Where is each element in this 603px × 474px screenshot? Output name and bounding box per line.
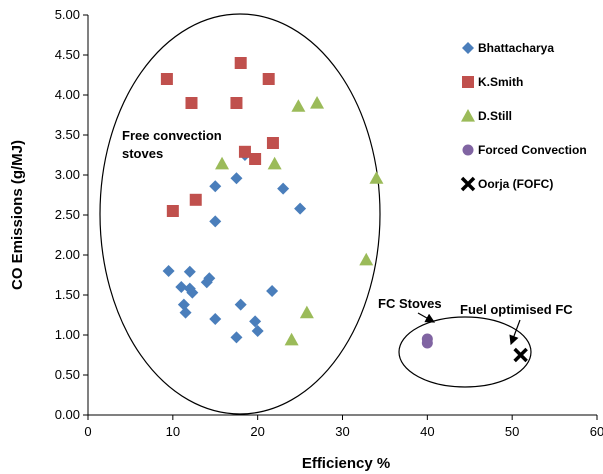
legend-marker-d-still	[461, 109, 475, 122]
data-point-k-smith	[238, 145, 251, 158]
annotation-free-convection-line1: Free convection	[122, 128, 222, 143]
data-point-bhattacharya	[234, 298, 247, 311]
x-tick-label: 10	[166, 424, 180, 439]
data-point-bhattacharya	[183, 265, 196, 278]
data-point-k-smith	[234, 57, 247, 69]
data-point-bhattacharya	[162, 265, 175, 277]
data-point-bhattacharya	[251, 325, 264, 337]
x-tick-label: 30	[335, 424, 349, 439]
x-tick-label: 60	[590, 424, 603, 439]
data-point-k-smith	[249, 153, 262, 165]
data-point-bhattacharya	[177, 298, 190, 311]
data-point-bhattacharya	[179, 306, 192, 319]
legend-marker-bhattacharya	[462, 42, 474, 54]
data-points	[160, 57, 528, 363]
data-point-bhattacharya	[277, 182, 290, 195]
fc-stoves-ellipse	[398, 316, 532, 388]
y-tick-label: 1.00	[55, 327, 80, 342]
data-point-bhattacharya	[230, 331, 243, 344]
legend-label-bhattacharya: Bhattacharya	[478, 41, 554, 55]
data-point-d-still	[291, 99, 306, 112]
data-point-k-smith	[266, 137, 279, 149]
x-tick-label: 0	[84, 424, 91, 439]
x-axis-title: Efficiency %	[302, 455, 390, 472]
legend-marker-oorja-fofc	[460, 176, 476, 192]
legend-marker-forced-convection	[462, 144, 474, 156]
data-point-d-still	[310, 96, 325, 109]
data-point-bhattacharya	[266, 285, 279, 297]
annotation-fuel-optimised: Fuel optimised FC	[460, 302, 573, 317]
data-point-bhattacharya	[209, 313, 222, 325]
free-convection-ellipse	[99, 13, 381, 415]
data-point-forced-convection	[421, 337, 433, 349]
legend-label-k-smith: K.Smith	[478, 75, 523, 89]
y-tick-label: 0.50	[55, 367, 80, 382]
y-tick-label: 3.50	[55, 127, 80, 142]
fc-stoves-arrow	[417, 312, 436, 323]
annotation-free-convection-line2: stoves	[122, 146, 163, 161]
data-point-d-still	[267, 156, 282, 170]
fuel-optimised-arrow	[509, 319, 521, 346]
y-tick-label: 2.00	[55, 247, 80, 262]
data-point-bhattacharya	[209, 215, 222, 228]
data-point-k-smith	[189, 193, 202, 206]
y-tick-label: 1.50	[55, 287, 80, 302]
data-point-k-smith	[166, 205, 179, 217]
data-point-d-still	[369, 171, 384, 184]
y-tick-label: 5.00	[55, 7, 80, 22]
legend: Bhattacharya K.Smith D.Still Forced Convect…	[460, 41, 587, 192]
data-point-oorja-fofc	[513, 347, 528, 363]
data-point-bhattacharya	[203, 272, 216, 285]
data-point-bhattacharya	[186, 286, 199, 299]
annotations: Free convection stoves FC Stoves Fuel op…	[122, 128, 573, 346]
annotation-fc-stoves: FC Stoves	[378, 296, 442, 311]
x-tick-label: 50	[505, 424, 519, 439]
legend-label-forced-convection: Forced Convection	[478, 143, 587, 157]
legend-marker-k-smith	[462, 76, 474, 88]
y-axis-title: CO Emissions (g/MJ)	[9, 140, 26, 290]
x-tick-label: 40	[420, 424, 434, 439]
data-point-bhattacharya	[209, 180, 222, 193]
data-point-bhattacharya	[249, 315, 262, 328]
y-tick-label: 4.00	[55, 87, 80, 102]
data-point-d-still	[299, 305, 314, 319]
y-tick-label: 0.00	[55, 407, 80, 422]
legend-label-oorja-fofc: Oorja (FOFC)	[478, 177, 553, 191]
axes: 0.00 0.50 1.00 1.50 2.00 2.50 3.00 3.50 4.00 4.50…	[55, 7, 603, 439]
data-point-k-smith	[230, 97, 243, 109]
data-point-d-still	[215, 156, 230, 170]
data-point-k-smith	[160, 73, 173, 85]
data-point-k-smith	[262, 73, 275, 85]
grouping-ellipses	[99, 13, 532, 415]
legend-label-d-still: D.Still	[478, 109, 512, 123]
y-tick-label: 4.50	[55, 47, 80, 62]
data-point-bhattacharya	[294, 202, 307, 215]
data-point-d-still	[359, 252, 374, 266]
data-point-k-smith	[185, 97, 198, 109]
data-point-bhattacharya	[230, 172, 243, 185]
y-tick-label: 2.50	[55, 207, 80, 222]
y-tick-label: 3.00	[55, 167, 80, 182]
data-point-d-still	[284, 332, 299, 346]
data-point-bhattacharya	[175, 281, 188, 293]
x-tick-label: 20	[250, 424, 264, 439]
